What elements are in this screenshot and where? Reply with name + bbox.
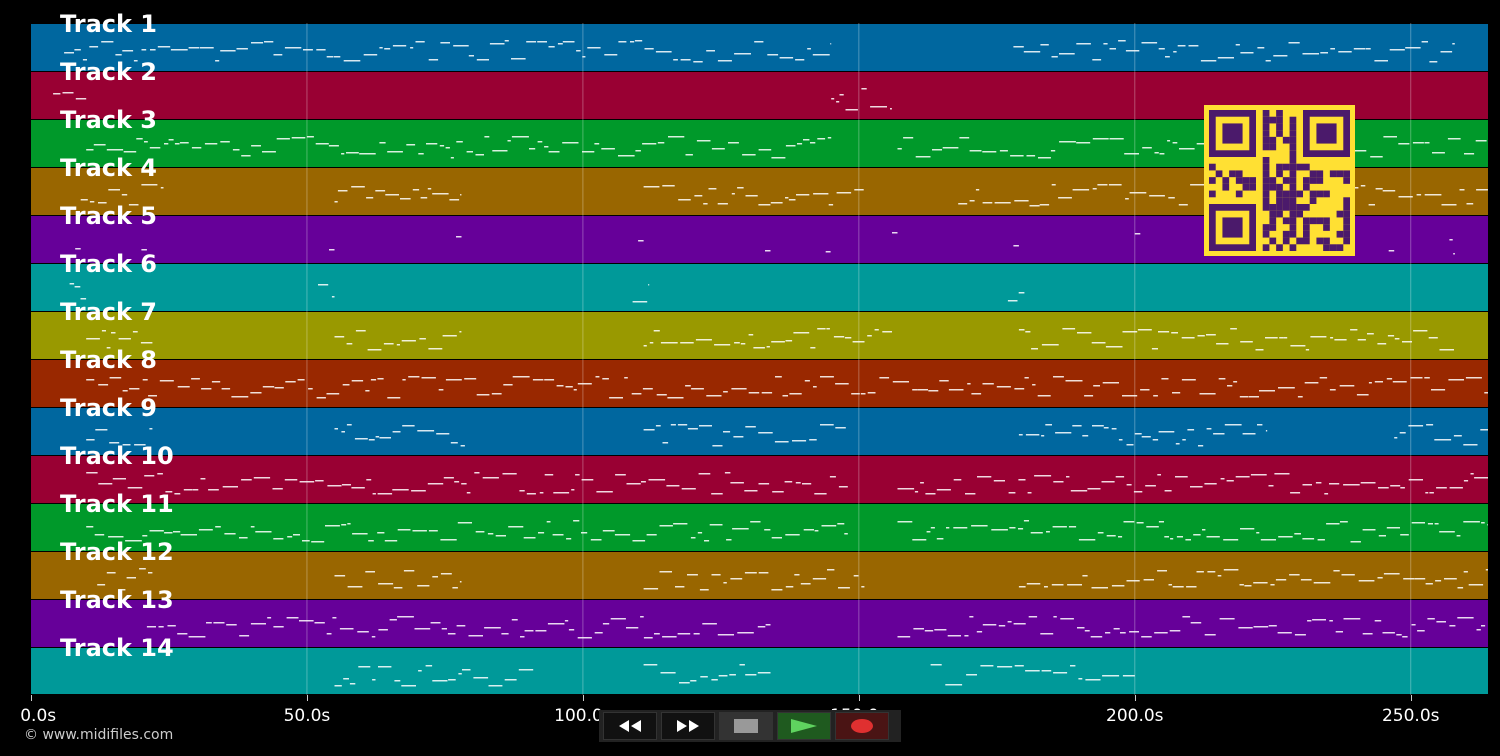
axis-tick-label: 0.0s (20, 706, 57, 726)
axis-tick-label: 200.0s (1106, 706, 1164, 726)
stop-button[interactable] (719, 712, 773, 740)
track-label: Track 1 (60, 10, 158, 38)
axis-tick-label: 50.0s (283, 706, 331, 726)
track-notes (75, 232, 1455, 255)
track-label: Track 7 (60, 298, 158, 326)
track-label: Track 12 (60, 538, 174, 566)
axis-tick (1410, 695, 1412, 701)
record-icon (851, 719, 873, 733)
track-notes (86, 424, 1488, 447)
track-9: Track 9 (31, 395, 1488, 455)
track-8: Track 8 (31, 347, 1488, 407)
track-6: Track 6 (31, 251, 1488, 311)
track-label: Track 2 (60, 58, 158, 86)
track-label: Track 6 (60, 250, 158, 278)
axis-tick (858, 695, 860, 701)
fast-forward-button[interactable] (661, 712, 715, 740)
qr-code-pattern (1204, 105, 1355, 256)
axis-tick (31, 695, 32, 701)
record-button[interactable] (835, 712, 889, 740)
rewind-button[interactable] (603, 712, 657, 740)
axis-tick-label: 250.0s (1381, 706, 1440, 726)
track-notes (69, 283, 1025, 303)
track-label: Track 5 (60, 202, 158, 230)
play-button[interactable] (777, 712, 831, 740)
track-label: Track 10 (60, 442, 174, 470)
track-7: Track 7 (31, 299, 1488, 359)
track-13: Track 13 (31, 587, 1488, 647)
track-1: Track 1 (31, 11, 1488, 71)
fast-forward-icon (677, 720, 699, 732)
track-notes (86, 520, 1488, 543)
track-10: Track 10 (31, 443, 1488, 503)
track-label: Track 9 (60, 394, 158, 422)
track-notes (146, 616, 1486, 639)
track-notes (64, 40, 1455, 63)
transport-controls (599, 710, 901, 742)
track-label: Track 3 (60, 106, 158, 134)
track-notes (86, 376, 1488, 399)
copyright-text: © www.midifiles.com (24, 727, 174, 743)
track-label: Track 11 (60, 490, 174, 518)
track-notes (97, 568, 1488, 591)
track-label: Track 8 (60, 346, 158, 374)
axis-tick-label: 100.0s (554, 706, 612, 726)
play-icon (791, 719, 817, 733)
track-notes (86, 472, 1488, 495)
axis-tick (582, 695, 584, 701)
track-notes (334, 664, 1135, 687)
rewind-icon (619, 720, 641, 732)
track-notes (53, 88, 892, 111)
track-notes (86, 328, 1454, 351)
axis-tick (306, 695, 308, 701)
track-label: Track 13 (60, 586, 174, 614)
axis-tick (1134, 695, 1136, 701)
track-12: Track 12 (31, 539, 1488, 599)
track-label: Track 4 (60, 154, 158, 182)
track-11: Track 11 (31, 491, 1488, 551)
track-14: Track 14 (31, 635, 1488, 694)
track-label: Track 14 (60, 634, 174, 662)
qr-code (1204, 105, 1355, 256)
stop-icon (734, 719, 758, 733)
